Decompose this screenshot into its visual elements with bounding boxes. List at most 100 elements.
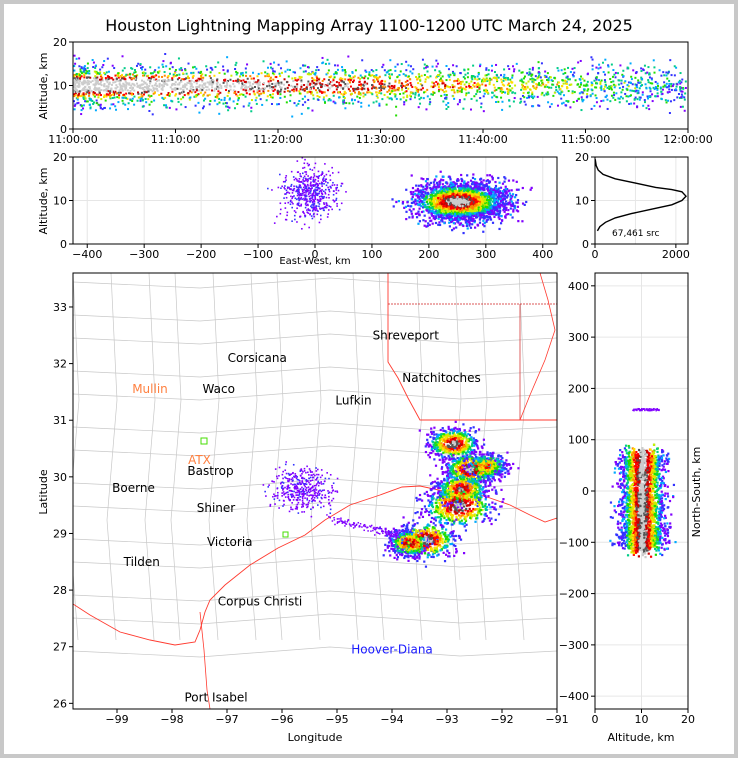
density-cell bbox=[290, 199, 292, 202]
density-cell bbox=[420, 96, 423, 99]
density-cell bbox=[529, 78, 532, 81]
density-cell bbox=[105, 85, 108, 88]
density-cell bbox=[309, 183, 312, 185]
density-cell bbox=[244, 67, 247, 70]
density-cell bbox=[357, 87, 360, 90]
density-cell bbox=[402, 84, 405, 87]
density-cell bbox=[309, 213, 311, 216]
density-cell bbox=[540, 79, 543, 82]
density-cell bbox=[316, 79, 319, 82]
density-cell bbox=[312, 198, 314, 201]
density-cell bbox=[406, 94, 409, 97]
density-cell bbox=[475, 206, 478, 209]
density-cell bbox=[291, 77, 294, 80]
density-cell bbox=[262, 83, 265, 86]
density-cell bbox=[519, 97, 522, 100]
density-cell bbox=[277, 63, 280, 66]
density-cell bbox=[591, 58, 594, 61]
density-cell bbox=[322, 178, 324, 180]
density-cell bbox=[184, 85, 187, 88]
density-cell bbox=[660, 98, 663, 101]
density-cell bbox=[407, 87, 410, 90]
density-cell bbox=[123, 96, 126, 99]
density-cell bbox=[486, 174, 489, 177]
density-cell bbox=[477, 210, 480, 214]
density-cell bbox=[111, 90, 114, 93]
density-cell bbox=[404, 80, 407, 83]
density-cell bbox=[308, 192, 310, 194]
density-cell bbox=[305, 202, 307, 205]
density-cell bbox=[627, 67, 630, 70]
density-cell bbox=[463, 185, 467, 188]
density-cell bbox=[410, 84, 413, 87]
density-cell bbox=[451, 203, 455, 206]
density-cell bbox=[360, 84, 363, 87]
density-cell bbox=[684, 80, 687, 83]
density-cell bbox=[503, 84, 506, 87]
density-cell bbox=[426, 88, 429, 91]
density-cell bbox=[412, 92, 415, 95]
density-cell bbox=[372, 101, 375, 104]
density-cell bbox=[581, 77, 584, 80]
density-cell bbox=[305, 171, 308, 173]
density-cell bbox=[387, 69, 390, 72]
density-cell bbox=[311, 184, 313, 187]
density-cell bbox=[398, 81, 401, 84]
density-cell bbox=[249, 75, 252, 78]
density-cell bbox=[333, 184, 336, 186]
density-cell bbox=[82, 88, 85, 91]
density-cell bbox=[476, 213, 479, 216]
density-cell bbox=[133, 95, 136, 98]
density-cell bbox=[148, 109, 151, 112]
density-cell bbox=[272, 78, 275, 81]
density-cell bbox=[347, 78, 350, 81]
density-cell bbox=[493, 202, 497, 205]
density-cell bbox=[612, 96, 615, 99]
density-cell bbox=[429, 195, 433, 199]
density-cell bbox=[174, 94, 177, 97]
density-cell bbox=[258, 93, 261, 96]
time-axis-tick-label: 11:50:00 bbox=[561, 133, 610, 146]
density-cell bbox=[445, 97, 448, 100]
density-cell bbox=[237, 82, 240, 85]
density-cell bbox=[84, 97, 87, 100]
density-cell bbox=[372, 70, 375, 73]
density-cell bbox=[125, 82, 128, 85]
density-cell bbox=[186, 81, 189, 84]
density-cell bbox=[495, 63, 498, 66]
density-cell bbox=[473, 75, 476, 78]
density-cell bbox=[485, 208, 488, 211]
density-cell bbox=[218, 101, 221, 104]
density-cell bbox=[204, 74, 207, 77]
density-cell bbox=[617, 97, 620, 100]
density-cell bbox=[187, 77, 190, 80]
density-cell bbox=[643, 99, 646, 102]
density-cell bbox=[400, 82, 403, 85]
density-cell bbox=[473, 178, 477, 181]
density-cell bbox=[460, 82, 463, 85]
density-cell bbox=[463, 77, 466, 80]
density-cell bbox=[371, 93, 374, 96]
density-cell bbox=[471, 223, 474, 226]
density-cell bbox=[273, 61, 276, 64]
density-cell bbox=[428, 223, 431, 227]
density-cell bbox=[326, 204, 329, 207]
density-cell bbox=[482, 217, 486, 220]
density-cell bbox=[446, 182, 449, 185]
density-cell bbox=[653, 66, 656, 69]
density-cell bbox=[242, 88, 245, 91]
density-cell bbox=[651, 82, 654, 85]
density-cell bbox=[491, 91, 494, 94]
density-cell bbox=[364, 69, 367, 72]
density-cell bbox=[508, 201, 511, 204]
density-cell bbox=[80, 109, 83, 112]
density-cell bbox=[437, 86, 440, 89]
density-cell bbox=[169, 61, 172, 64]
density-cell bbox=[474, 198, 477, 201]
density-cell bbox=[90, 89, 93, 92]
density-cell bbox=[96, 76, 99, 79]
density-cell bbox=[245, 71, 248, 74]
density-cell bbox=[453, 80, 456, 83]
density-cell bbox=[298, 181, 301, 183]
density-cell bbox=[78, 92, 81, 95]
